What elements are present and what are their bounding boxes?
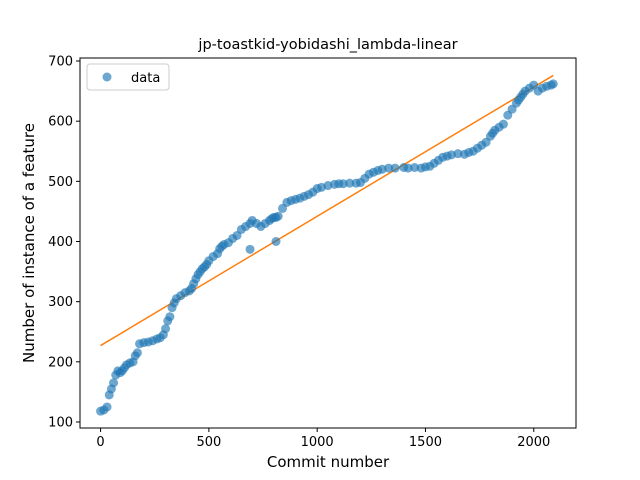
- data-point: [338, 179, 348, 189]
- legend-box: [86, 63, 170, 91]
- data-point: [548, 79, 558, 89]
- x-tick-label: 2000: [517, 435, 550, 450]
- data-point: [102, 402, 112, 412]
- data-point: [132, 348, 142, 358]
- x-tick-label: 0: [96, 435, 104, 450]
- y-tick-label: 600: [48, 115, 73, 130]
- y-tick-label: 700: [48, 55, 73, 70]
- chart-title: jp-toastkid-yobidashi_lambda-linear: [197, 37, 457, 53]
- y-axis-title: Number of instance of a feature: [20, 123, 38, 363]
- data-point: [165, 312, 175, 322]
- y-axis-ticks: 100 200 300 400 500 600 700: [48, 55, 80, 430]
- data-point: [109, 378, 119, 388]
- data-point: [384, 163, 394, 173]
- data-point: [345, 178, 355, 188]
- axes-frame: [79, 57, 577, 429]
- data-point: [271, 237, 281, 246]
- x-axis-ticks: 0 500 1000 1500 2000: [96, 428, 550, 450]
- x-tick-label: 1000: [301, 435, 334, 450]
- y-tick-label: 200: [48, 355, 73, 370]
- x-tick-label: 500: [196, 435, 221, 450]
- data-point: [161, 324, 171, 334]
- data-point: [403, 163, 413, 173]
- x-axis-title: Commit number: [267, 453, 390, 471]
- legend-marker-data: [102, 72, 112, 82]
- x-tick-label: 1500: [409, 435, 442, 450]
- y-tick-label: 400: [48, 235, 73, 250]
- data-points-layer: [96, 79, 558, 416]
- legend-label-data: data: [131, 71, 160, 86]
- y-tick-label: 100: [48, 415, 73, 430]
- data-point: [390, 163, 400, 173]
- data-point: [273, 211, 283, 221]
- data-point: [453, 149, 463, 159]
- y-tick-label: 500: [48, 175, 73, 190]
- data-point: [410, 163, 420, 172]
- data-point: [245, 244, 255, 254]
- data-point: [498, 119, 508, 129]
- legend: data: [86, 63, 170, 91]
- y-tick-label: 300: [48, 295, 73, 310]
